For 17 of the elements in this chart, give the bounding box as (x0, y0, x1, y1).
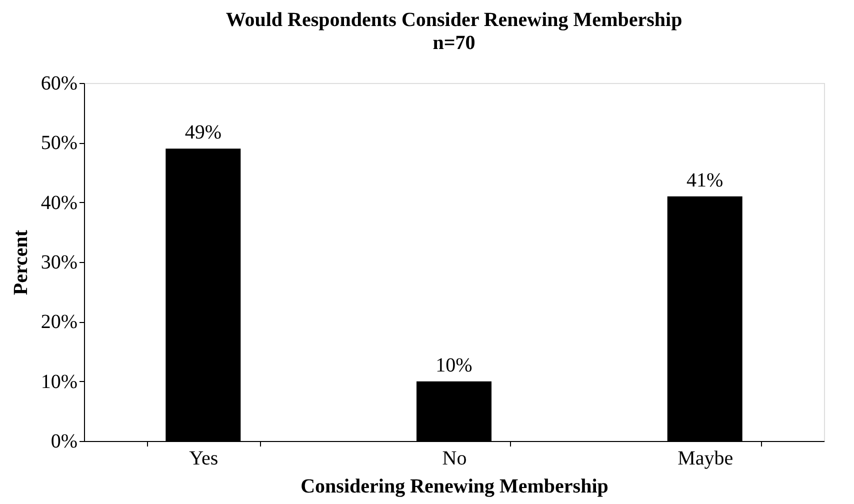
chart-title: Would Respondents Consider Renewing Membership (226, 9, 682, 31)
chart-subtitle: n=70 (432, 32, 476, 54)
data-label: 10% (436, 354, 472, 376)
x-tick-label: Maybe (678, 448, 734, 470)
y-tick-label: 20% (40, 311, 78, 334)
y-tick-label: 60% (40, 72, 78, 94)
y-tick-label: 0% (50, 430, 78, 452)
data-label: 49% (184, 122, 222, 144)
y-tick-label: 50% (40, 132, 78, 154)
y-tick-label: 40% (40, 192, 78, 214)
x-tick-label: Yes (189, 448, 218, 470)
y-tick-label: 10% (40, 370, 78, 393)
y-tick-label: 30% (40, 252, 78, 274)
x-axis-title: Considering Renewing Membership (300, 476, 608, 498)
data-label: 41% (686, 169, 724, 192)
x-tick-label: No (442, 448, 467, 470)
y-axis-title: Percent (10, 230, 32, 296)
